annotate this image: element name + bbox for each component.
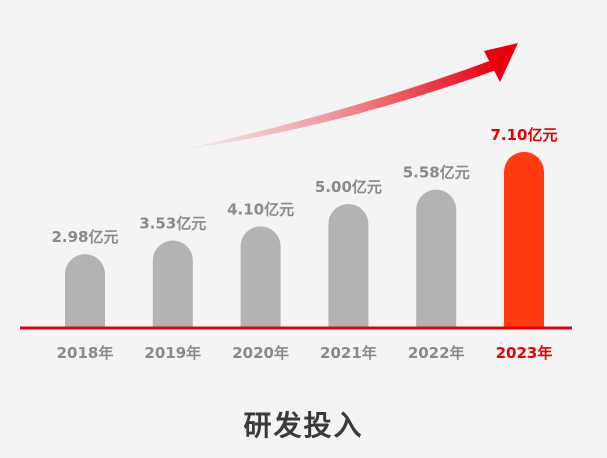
category-label: 2018年 [57, 344, 114, 362]
category-label: 2023年 [496, 344, 553, 362]
value-label: 5.58亿元 [403, 164, 470, 182]
chart-title: 研发投入 [243, 409, 364, 442]
bar-2020 [240, 226, 281, 328]
category-label: 2019年 [144, 344, 201, 362]
bar-2018 [65, 254, 105, 328]
value-label: 4.10亿元 [227, 200, 294, 218]
value-label: 3.53亿元 [139, 214, 206, 232]
category-label: 2022年 [408, 344, 465, 362]
value-label: 5.00亿元 [315, 178, 382, 196]
value-label: 7.10亿元 [490, 126, 557, 144]
value-label: 2.98亿元 [51, 228, 118, 246]
trend-arrow-shaft [180, 60, 496, 150]
trend-arrow-head [484, 43, 518, 82]
bar-2021 [328, 204, 369, 328]
bar-2019 [152, 240, 193, 328]
category-label: 2020年 [232, 344, 289, 362]
bar-2022 [416, 189, 457, 328]
trend-arrow [180, 43, 518, 150]
bar-2023 [504, 151, 544, 328]
category-label: 2021年 [320, 344, 377, 362]
